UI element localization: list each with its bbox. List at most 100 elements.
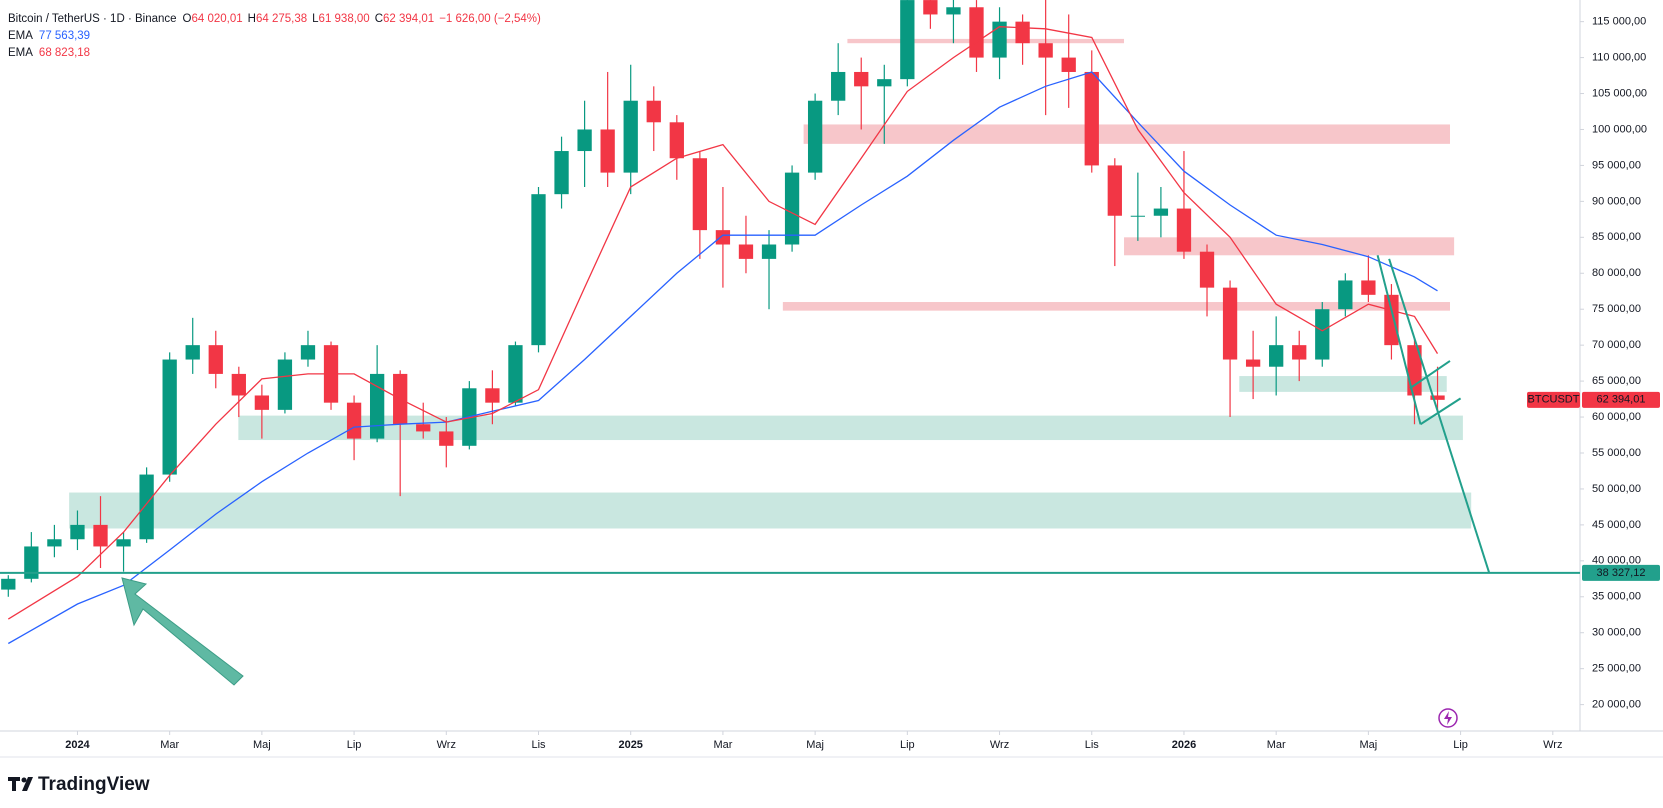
symbol: Bitcoin / TetherUS · 1D · Binance <box>8 13 177 25</box>
candle-body <box>1084 71 1099 166</box>
candle-body <box>47 539 62 547</box>
y-tick-label: 110 000,00 <box>1592 51 1646 63</box>
ema-value: 77 563,39 <box>39 30 90 42</box>
candle-body <box>854 71 869 87</box>
candle-body <box>692 158 708 231</box>
candle-body <box>969 7 984 58</box>
candle-body <box>646 100 661 123</box>
trend-line <box>1419 397 1462 426</box>
candle-body <box>416 424 431 432</box>
candle-body <box>1430 395 1445 400</box>
level-label: 38 327,12 <box>1597 567 1646 579</box>
ema-name: EMA <box>8 30 33 42</box>
ohlc-key: O <box>183 13 192 25</box>
candle-body <box>24 546 39 579</box>
candle-body <box>162 359 177 475</box>
x-tick-label: 2025 <box>618 739 642 751</box>
candle-body <box>877 79 892 87</box>
candle-body <box>669 122 684 159</box>
candle-body <box>761 244 777 259</box>
ohlc-key: H <box>248 13 256 25</box>
candle-body <box>577 129 592 152</box>
y-tick-label: 55 000,00 <box>1592 447 1641 459</box>
trend-line <box>1376 255 1422 425</box>
price-tag-name: BTCUSDT <box>1528 394 1580 406</box>
y-tick-label: 105 000,00 <box>1592 87 1647 99</box>
candle-body <box>139 474 154 540</box>
x-tick-label: Maj <box>806 739 824 751</box>
x-tick-label: Mar <box>1267 739 1286 751</box>
y-tick-label: 40 000,00 <box>1592 555 1641 567</box>
candle-body <box>715 230 731 245</box>
candle-body <box>1038 43 1053 58</box>
x-tick-label: Mar <box>713 739 732 751</box>
candle-body <box>1222 287 1238 360</box>
ohlc-low: 61 938,00 <box>319 13 370 25</box>
y-tick-label: 60 000,00 <box>1592 411 1641 423</box>
y-tick-label: 25 000,00 <box>1592 663 1641 675</box>
y-tick-label: 85 000,00 <box>1592 231 1641 243</box>
trend-line <box>1409 360 1451 390</box>
y-tick-label: 90 000,00 <box>1592 195 1641 207</box>
y-tick-label: 50 000,00 <box>1592 483 1641 495</box>
candle-body <box>1130 215 1146 217</box>
candle-body <box>623 100 638 173</box>
candle-body <box>1245 359 1261 367</box>
zone <box>847 38 1125 44</box>
candle-body <box>231 373 246 396</box>
candle-body <box>93 524 108 547</box>
y-tick-label: 100 000,00 <box>1592 123 1647 135</box>
price-label: 62 394,01 <box>1597 394 1646 406</box>
ema-line <box>7 26 1439 620</box>
candle-body <box>1315 309 1330 360</box>
y-tick-label: 65 000,00 <box>1592 375 1641 387</box>
x-tick-label: 2024 <box>65 739 90 751</box>
ohlc-open: 64 020,01 <box>191 13 242 25</box>
price-tag-name-box <box>1527 391 1580 408</box>
candle-body <box>738 244 754 259</box>
zone <box>69 492 1472 529</box>
candle-body <box>1292 345 1307 360</box>
candle-body <box>1269 345 1284 367</box>
candle-body <box>807 100 823 173</box>
candle-body <box>600 129 615 173</box>
candle-body <box>1107 165 1122 216</box>
price-tag <box>1582 391 1660 408</box>
x-tick-label: Lip <box>900 739 915 751</box>
candle-body <box>1199 251 1215 288</box>
x-tick-label: Maj <box>253 739 271 751</box>
alert-icon[interactable] <box>1438 708 1458 728</box>
zone <box>1239 376 1447 392</box>
candle-body <box>277 359 293 410</box>
y-tick-label: 95 000,00 <box>1592 159 1641 171</box>
candle-body <box>1153 208 1169 216</box>
x-tick-label: Wrz <box>990 739 1009 751</box>
candle-body <box>554 151 569 195</box>
candle-body <box>992 21 1007 58</box>
zone <box>1124 237 1455 256</box>
x-tick-label: Maj <box>1360 739 1378 751</box>
x-tick-label: Lip <box>347 739 362 751</box>
candle-body <box>254 395 270 410</box>
candle-body <box>185 345 200 360</box>
x-tick-label: Lis <box>531 739 546 751</box>
candle-body <box>1015 21 1030 44</box>
y-tick-label: 80 000,00 <box>1592 267 1641 279</box>
candle-body <box>1 578 16 590</box>
y-tick-label: 75 000,00 <box>1592 303 1641 315</box>
candle-body <box>300 345 316 360</box>
candle-body <box>1338 280 1353 310</box>
candle-body <box>116 539 131 547</box>
ohlc-high: 64 275,38 <box>256 13 307 25</box>
candle-body <box>485 388 500 403</box>
y-tick-label: 115 000,00 <box>1592 16 1646 28</box>
x-tick-label: Lip <box>1453 739 1468 751</box>
ohlc-change: −1 626,00 (−2,54%) <box>439 13 541 25</box>
x-tick-label: Wrz <box>1543 739 1562 751</box>
level-tag <box>1582 564 1660 581</box>
candle-body <box>439 431 454 446</box>
candle-body <box>508 345 523 403</box>
candle-body <box>369 373 385 439</box>
